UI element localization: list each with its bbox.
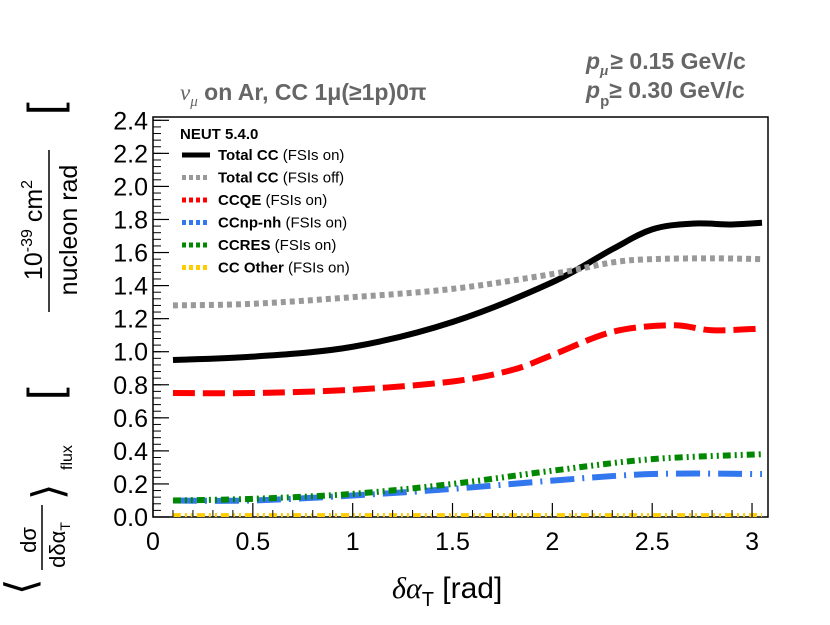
y-tick-label: 0.4 (113, 438, 148, 466)
legend: NEUT 5.4.0 Total CC (FSIs on) Total CC (F… (180, 126, 350, 277)
y-tick-label: 2.4 (113, 107, 148, 135)
legend-title: NEUT 5.4.0 (180, 126, 258, 143)
y-tick-label: 1.6 (113, 240, 148, 268)
y-tick-label: 2.2 (113, 140, 148, 168)
proton-momentum-cut: pp≥ 0.30 GeV/c (585, 77, 745, 110)
x-tick-label: 0.5 (235, 528, 270, 556)
x-tick-label: 1.5 (435, 528, 470, 556)
svg-text:10-39 cm2: 10-39 cm2 (19, 180, 48, 280)
plot-frame (152, 116, 769, 518)
y-tick-label: 0.6 (113, 405, 148, 433)
legend-entry: CCRES (FSIs on) (218, 237, 336, 254)
y-tick-label: 0.8 (113, 372, 148, 400)
series-line-ccqe2 (172, 322, 763, 397)
y-tick-label: 1.4 (113, 273, 148, 301)
legend-entry: Total CC (FSIs off) (218, 170, 344, 187)
series-line-total-cc0 (172, 219, 763, 363)
legend-entry: CCQE (FSIs on) (218, 192, 327, 209)
process-label: νμ on Ar, CC 1μ(≥1p)0π (180, 79, 427, 110)
y-tick-label: 1.8 (113, 206, 148, 234)
legend-entry: CC Other (FSIs on) (218, 260, 350, 277)
x-tick-label: 0 (146, 528, 160, 556)
svg-text:[: [ (18, 387, 70, 400)
y-tick-label: 0.0 (113, 504, 148, 532)
legend-entry: Total CC (FSIs on) (218, 147, 344, 164)
series-line-ccnp-nh3 (172, 470, 763, 504)
y-tick-label: 1.0 (113, 339, 148, 367)
y-axis-label: ⟨ dσ dδαT ⟩ flux [ 10-39 cm2 nucleon rad… (0, 102, 83, 595)
y-tick-label: 2.0 (113, 173, 148, 201)
svg-text:⟩: ⟩ (24, 484, 71, 500)
svg-text:dσ: dσ (16, 527, 41, 553)
x-tick-label: 3 (745, 528, 759, 556)
series-line-ccres4 (172, 451, 763, 504)
legend-entry: CCnp-nh (FSIs on) (218, 215, 347, 232)
svg-text:dδαT: dδαT (45, 522, 73, 568)
svg-text:flux: flux (59, 445, 76, 470)
y-tick-label: 1.2 (113, 306, 148, 334)
x-tick-label: 2 (545, 528, 559, 556)
x-tick-label: 1 (346, 528, 360, 556)
svg-text:⟨: ⟨ (0, 579, 44, 595)
y-tick-label: 0.2 (113, 471, 148, 499)
x-tick-label: 2.5 (635, 528, 670, 556)
muon-momentum-cut: pμ≥ 0.15 GeV/c (585, 48, 746, 79)
svg-text:[: [ (18, 102, 70, 115)
svg-text:nucleon rad: nucleon rad (55, 165, 83, 296)
x-axis-label: δαT [rad] (392, 572, 502, 611)
